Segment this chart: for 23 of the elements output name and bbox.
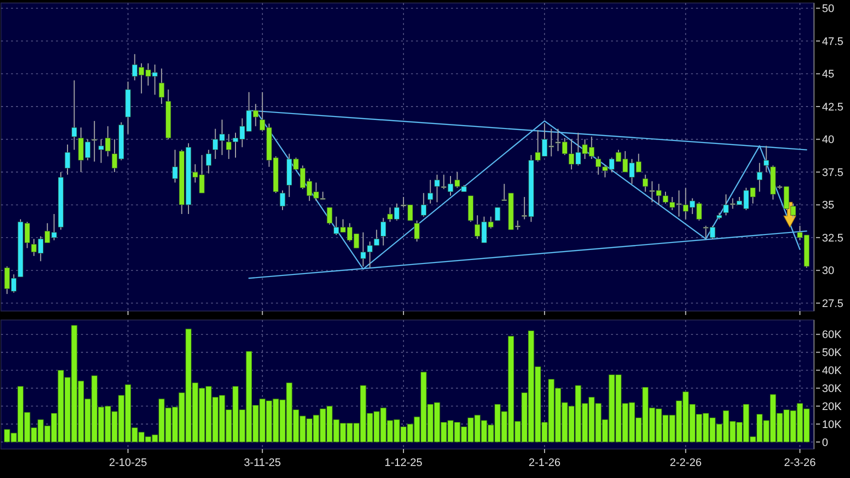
- y-tick-label: 32.5: [822, 232, 844, 244]
- x-tick-label: 2-3-26: [784, 457, 816, 469]
- y-tick-label: 35: [822, 200, 834, 212]
- y-tick-label: 50K: [822, 347, 842, 360]
- y-tick-label: 50: [822, 3, 834, 16]
- y-tick-label: 10K: [822, 418, 842, 431]
- y-tick-label: 40K: [822, 365, 842, 378]
- x-tick-label: 2-1-26: [528, 457, 560, 469]
- y-tick-label: 60K: [822, 329, 842, 342]
- y-tick-label: 40: [822, 134, 834, 146]
- y-tick-label: 42.5: [822, 101, 844, 114]
- y-tick-label: 30K: [822, 383, 842, 396]
- y-tick-label: 37.5: [822, 166, 844, 179]
- y-tick-label: 45: [822, 68, 834, 81]
- y-tick-label: 27.5: [822, 298, 844, 310]
- y-tick-label: 30: [822, 265, 834, 278]
- y-tick-label: 47.5: [822, 36, 844, 48]
- x-tick-label: 1-12-25: [384, 457, 422, 469]
- x-tick-label: 2-2-26: [670, 457, 702, 469]
- y-tick-label: 0: [822, 436, 828, 449]
- x-tick-label: 2-10-25: [109, 457, 147, 469]
- y-tick-label: 20K: [822, 400, 842, 413]
- x-tick-label: 3-11-25: [244, 457, 281, 469]
